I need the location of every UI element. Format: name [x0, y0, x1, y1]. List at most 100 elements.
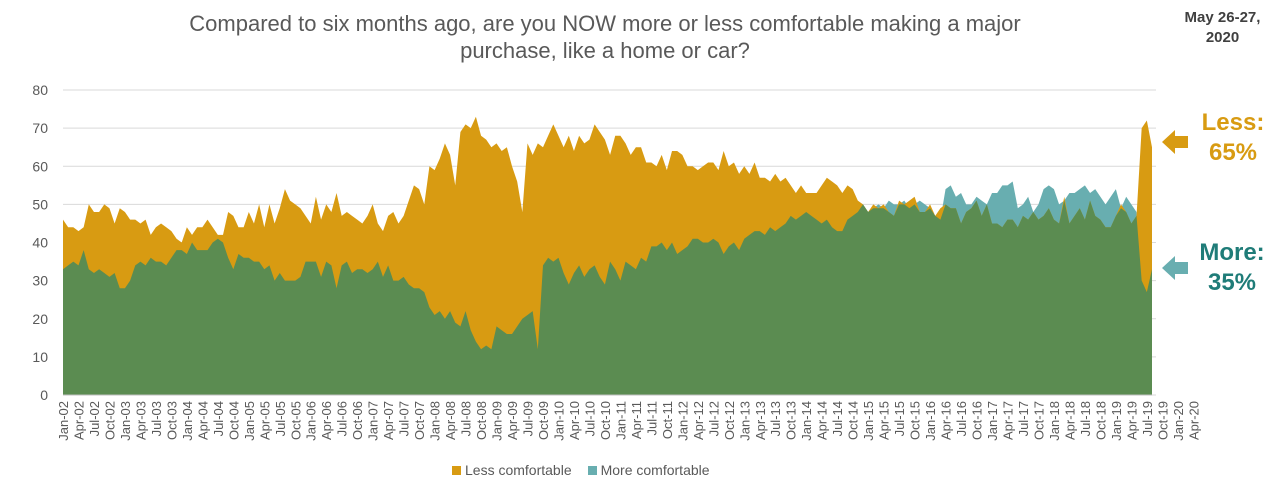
x-tick-label: Apr-02 [71, 401, 86, 440]
less-callout-label: Less: [1201, 109, 1265, 136]
x-tick-label: Jul-11 [644, 401, 659, 435]
x-tick-label: Jan-20 [1171, 401, 1186, 441]
x-tick-label: Jan-12 [675, 401, 690, 441]
more-arrow-icon [1162, 256, 1188, 280]
x-tick-label: Jan-18 [1047, 401, 1062, 441]
less-callout-value: 65% [1208, 139, 1258, 166]
legend-label-less: Less comfortable [465, 462, 572, 478]
x-tick-label: Apr-03 [133, 401, 148, 440]
x-tick-label: Oct-19 [1155, 401, 1170, 440]
x-tick-label: Jul-08 [459, 401, 474, 436]
x-tick-label: Jan-03 [118, 401, 133, 441]
x-tick-label: Apr-14 [815, 401, 830, 440]
x-tick-label: Oct-10 [598, 401, 613, 440]
x-tick-label: Apr-06 [319, 401, 334, 440]
x-tick-label: Apr-20 [1186, 401, 1201, 440]
x-tick-label: Jan-05 [242, 401, 257, 441]
x-tick-label: Jul-14 [830, 401, 845, 436]
y-tick-label: 60 [32, 158, 48, 174]
x-tick-label: Oct-17 [1031, 401, 1046, 440]
x-tick-label: Jul-10 [582, 401, 597, 436]
x-tick-label: Oct-08 [474, 401, 489, 440]
x-tick-label: Jan-11 [613, 401, 628, 440]
x-tick-label: Jan-14 [799, 401, 814, 441]
data-areas [63, 116, 1152, 395]
x-tick-label: Apr-13 [753, 401, 768, 440]
chart-title: Compared to six months ago, are you NOW … [189, 11, 1021, 63]
x-tick-label: Oct-18 [1093, 401, 1108, 440]
date-label: May 26-27, 2020 [1184, 9, 1261, 46]
legend-label-more: More comfortable [600, 462, 710, 478]
x-tick-label: Jul-17 [1016, 401, 1031, 436]
x-tick-label: Apr-19 [1124, 401, 1139, 440]
x-tick-label: Jul-18 [1078, 401, 1093, 436]
y-tick-label: 50 [32, 196, 48, 212]
x-tick-label: Oct-12 [722, 401, 737, 440]
y-tick-label: 70 [32, 120, 48, 136]
y-tick-label: 40 [32, 235, 48, 251]
x-tick-label: Apr-17 [1000, 401, 1015, 440]
x-tick-label: Apr-04 [195, 401, 210, 440]
x-tick-label: Oct-03 [164, 401, 179, 440]
more-callout: More: 35% [1186, 238, 1278, 298]
callout-arrows [1162, 130, 1188, 280]
x-tick-label: Apr-09 [505, 401, 520, 440]
x-tick-label: Jan-04 [180, 401, 195, 441]
x-tick-label: Oct-05 [288, 401, 303, 440]
x-tick-label: Apr-10 [567, 401, 582, 440]
x-tick-label: Jul-19 [1140, 401, 1155, 436]
x-tick-label: Jul-04 [211, 401, 226, 436]
y-tick-label: 20 [32, 311, 48, 327]
x-tick-label: Jul-05 [273, 401, 288, 436]
y-axis: 0 10 20 30 40 50 60 70 80 [32, 82, 48, 403]
x-tick-label: Jul-09 [521, 401, 536, 436]
x-tick-label: Jul-16 [954, 401, 969, 436]
x-tick-label: Oct-14 [846, 401, 861, 440]
more-callout-value: 35% [1207, 269, 1257, 296]
x-tick-label: Apr-12 [691, 401, 706, 440]
x-tick-label: Jan-16 [923, 401, 938, 441]
x-tick-label: Jul-02 [87, 401, 102, 436]
x-tick-label: Oct-06 [350, 401, 365, 440]
x-tick-label: Jul-13 [768, 401, 783, 436]
x-tick-label: Oct-02 [102, 401, 117, 440]
x-tick-label: Jul-06 [335, 401, 350, 436]
less-arrow-icon [1162, 130, 1188, 154]
x-tick-label: Oct-11 [660, 401, 675, 439]
x-tick-label: Apr-11 [629, 401, 644, 439]
x-tick-label: Oct-13 [784, 401, 799, 440]
x-tick-label: Oct-15 [908, 401, 923, 440]
x-tick-label: Jan-07 [366, 401, 381, 441]
x-tick-label: Jan-15 [861, 401, 876, 441]
x-tick-label: Jul-07 [397, 401, 412, 436]
x-tick-label: Jan-10 [551, 401, 566, 441]
x-tick-label: Apr-05 [257, 401, 272, 440]
x-tick-label: Jan-09 [490, 401, 505, 441]
x-tick-label: Apr-07 [381, 401, 396, 440]
legend-swatch-less [452, 465, 461, 475]
x-axis: Jan-02 Apr-02 Jul-02 Oct-02 Jan-03 Apr-03 Jul-… [56, 394, 1201, 441]
x-tick-label: Jan-02 [56, 401, 71, 441]
x-tick-label: Jan-17 [985, 401, 1000, 441]
legend-item-less: Less comfortable [452, 462, 572, 478]
x-tick-label: Jan-06 [304, 401, 319, 441]
y-tick-label: 10 [32, 349, 48, 365]
x-tick-label: Jan-08 [428, 401, 443, 441]
x-tick-label: Jul-03 [149, 401, 164, 436]
legend-item-more: More comfortable [587, 462, 710, 478]
less-callout: Less: 65% [1188, 108, 1278, 168]
y-tick-label: 80 [32, 82, 48, 98]
area-overlap [63, 200, 1152, 395]
x-tick-label: Oct-04 [226, 401, 241, 440]
x-tick-label: Oct-07 [412, 401, 427, 440]
x-tick-label: Jan-13 [737, 401, 752, 441]
x-tick-label: Jan-19 [1109, 401, 1124, 441]
x-tick-label: Jul-15 [892, 401, 907, 436]
y-tick-label: 30 [32, 273, 48, 289]
x-tick-label: Oct-16 [970, 401, 985, 440]
x-tick-label: Apr-18 [1062, 401, 1077, 440]
y-tick-label: 0 [40, 387, 48, 403]
x-tick-label: Apr-08 [443, 401, 458, 440]
legend: Less comfortable More comfortable [452, 462, 710, 478]
